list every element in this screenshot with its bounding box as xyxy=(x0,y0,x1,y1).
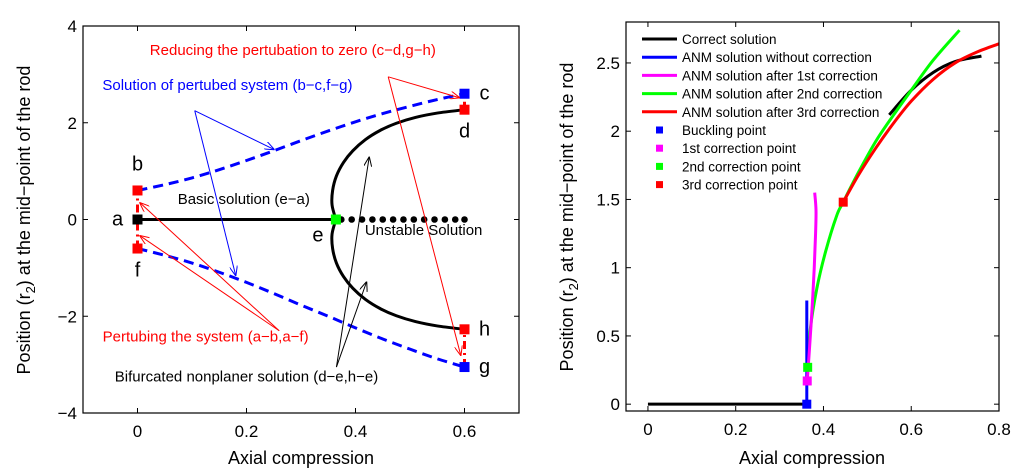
annotation-arrow xyxy=(387,76,460,355)
point-marker-e xyxy=(330,214,341,225)
point-label-d: d xyxy=(459,121,470,143)
legend-label: ANM solution after 1st correction xyxy=(682,68,878,83)
x-tick-label: 0.2 xyxy=(235,422,259,441)
annotation-text: Unstable Solution xyxy=(365,222,483,239)
unstable-solution-dot xyxy=(451,216,459,223)
y-tick-label: −4 xyxy=(58,404,77,423)
x-tick-label: 0.4 xyxy=(812,420,836,439)
correction-point-marker xyxy=(802,376,812,386)
y-tick-label: 2 xyxy=(68,114,77,133)
legend-label: ANM solution without correction xyxy=(682,50,872,65)
y-tick-label: 0 xyxy=(611,395,620,414)
right-x-axis-label: Axial compression xyxy=(739,448,885,468)
correction-point-marker xyxy=(802,399,812,409)
legend-label: 3rd correction point xyxy=(682,178,798,193)
y-tick-label: 0 xyxy=(68,211,77,230)
point-label-g: g xyxy=(479,356,490,378)
legend-swatch-marker xyxy=(656,181,663,189)
legend-label: 1st correction point xyxy=(682,141,796,156)
point-marker-g xyxy=(459,362,470,373)
unstable-solution-dot xyxy=(410,216,418,223)
annotation-arrow xyxy=(335,282,366,368)
legend-label: Buckling point xyxy=(682,123,766,138)
left-y-axis-label: Position (r2) at the mid−point of the ro… xyxy=(14,66,38,375)
annotation-arrow xyxy=(335,158,369,368)
left-plot-area: a b f cd hg e Reducing the pertubation to zero… xyxy=(102,42,490,386)
legend-swatch-marker xyxy=(656,144,663,152)
axes-frame xyxy=(625,21,1000,412)
series-line-anm-1st-correction xyxy=(805,192,818,382)
y-tick-label: 0.5 xyxy=(596,327,620,346)
unstable-solution-dot xyxy=(431,216,438,223)
annotation-arrow xyxy=(140,236,280,332)
annotation-arrow xyxy=(194,110,236,275)
y-tick-label: −2 xyxy=(58,307,77,326)
point-marker-f xyxy=(132,243,143,254)
unstable-solution-dot xyxy=(379,216,387,223)
point-label-f: f xyxy=(135,260,141,282)
point-marker-c xyxy=(459,88,470,99)
point-label-h: h xyxy=(479,318,490,340)
unstable-solution-dot xyxy=(369,216,376,223)
y-tick-label: 2.5 xyxy=(596,54,620,73)
annotation-arrow xyxy=(194,110,274,150)
point-label-c: c xyxy=(480,83,490,105)
point-marker-d xyxy=(459,104,470,115)
x-tick-label: 0.4 xyxy=(344,422,368,441)
legend-label: Correct solution xyxy=(682,32,777,47)
y-tick-label: 4 xyxy=(68,17,77,36)
annotation-text: Pertubing the system (a−b,a−f) xyxy=(103,328,309,345)
x-tick-label: 0.8 xyxy=(987,420,1011,439)
point-label-a: a xyxy=(112,209,124,231)
right-axes: 0 0.2 0.4 0.6 0.8 0 0.5 1 1.5 2 2.5 xyxy=(596,21,1011,439)
point-label-b: b xyxy=(132,153,143,175)
annotation-arrow xyxy=(388,76,459,98)
point-marker-a xyxy=(132,214,143,225)
annotation-arrow xyxy=(140,203,280,332)
left-chart-panel: a b f cd hg e Reducing the pertubation to zero… xyxy=(14,17,520,468)
perturbed-solution-line xyxy=(137,247,465,369)
left-axes: 0 0.2 0.4 0.6 −4 −2 0 2 4 xyxy=(58,17,520,441)
legend-label: ANM solution after 2nd correction xyxy=(682,87,882,102)
legend-swatch-marker xyxy=(656,126,663,134)
y-tick-label: 1.5 xyxy=(596,190,620,209)
x-tick-label: 0.6 xyxy=(453,422,477,441)
right-legend: Correct solution ANM solution without cor… xyxy=(642,32,882,193)
annotation-text: Bifurcated nonplaner solution (d−e,h−e) xyxy=(115,369,379,386)
point-marker-h xyxy=(459,324,470,335)
x-tick-label: 0 xyxy=(643,420,652,439)
annotation-text: Basic solution (e−a) xyxy=(178,191,310,208)
annotation-text: Solution of pertubed system (b−c,f−g) xyxy=(102,77,352,94)
unstable-solution-dot xyxy=(358,216,366,223)
x-tick-label: 0.6 xyxy=(899,420,923,439)
annotation-text: Reducing the pertubation to zero (c−d,g−… xyxy=(150,42,436,59)
y-tick-label: 2 xyxy=(611,122,620,141)
correction-point-marker xyxy=(803,362,813,372)
solution-line xyxy=(330,219,465,331)
unstable-solution-dot xyxy=(441,216,449,223)
unstable-solution-dot xyxy=(400,216,407,223)
right-y-axis-label: Position (r2) at the mid−point of the ro… xyxy=(557,63,581,372)
right-chart-panel: 0 0.2 0.4 0.6 0.8 0 0.5 1 1.5 2 2.5 Correct soluti… xyxy=(557,21,1011,468)
right-plot-area xyxy=(647,29,1000,409)
series-line-correct-solution-branch xyxy=(888,54,982,116)
y-tick-label: 1 xyxy=(611,259,620,278)
point-marker-b xyxy=(132,185,143,196)
series-line-anm-3rd-correction xyxy=(841,42,1000,203)
solution-line xyxy=(330,108,465,220)
x-tick-label: 0.2 xyxy=(724,420,748,439)
left-x-axis-label: Axial compression xyxy=(228,448,374,468)
legend-label: 2nd correction point xyxy=(682,159,801,174)
unstable-solution-dot xyxy=(348,216,355,223)
legend-swatch-marker xyxy=(656,162,663,170)
unstable-solution-dot xyxy=(389,216,397,223)
x-tick-label: 0 xyxy=(133,422,142,441)
perturbed-solution-line xyxy=(137,92,465,192)
legend-label: ANM solution after 3rd correction xyxy=(682,105,879,120)
unstable-solution-dot xyxy=(461,216,468,223)
point-label-e: e xyxy=(312,225,323,247)
correction-point-marker xyxy=(838,197,848,207)
